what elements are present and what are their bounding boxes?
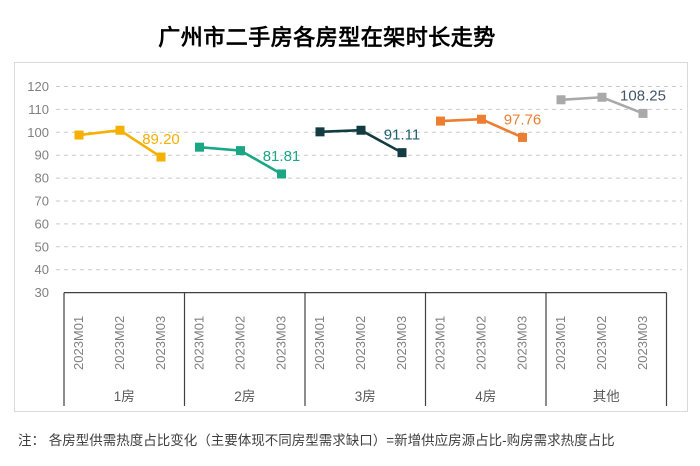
month-label: 2023M01 <box>71 316 86 370</box>
y-tick-label: 70 <box>35 194 49 209</box>
chart-title: 广州市二手房各房型在架时长走势 <box>158 25 496 50</box>
series-marker <box>277 169 286 179</box>
group-label: 4房 <box>475 389 496 404</box>
y-tick-label: 110 <box>28 102 49 117</box>
series-marker <box>74 130 84 140</box>
series-marker <box>477 114 486 124</box>
footnote: 注： 各房型供需热度占比变化（主要体现不同房型需求缺口）=新增供应房源占比-购房… <box>18 433 615 448</box>
y-tick-label: 90 <box>35 148 49 163</box>
line-chart: 120 110 100 90 80 70 60 50 40 30 2023M01 2023M02 202… <box>27 79 682 406</box>
series-marker <box>638 108 648 118</box>
group-label: 3房 <box>355 389 376 404</box>
month-label: 2023M02 <box>233 316 248 370</box>
month-label: 2023M03 <box>274 316 289 370</box>
series-marker <box>518 132 527 142</box>
series-end-label: 91.11 <box>384 127 420 144</box>
series-end-label: 108.25 <box>620 87 666 104</box>
series-marker <box>195 142 204 152</box>
month-label: 2023M03 <box>153 316 168 370</box>
chart-area: 120 110 100 90 80 70 60 50 40 30 2023M01 2023M02 202… <box>14 62 688 412</box>
month-label: 2023M03 <box>635 316 650 370</box>
series-marker <box>315 127 325 137</box>
series-marker <box>356 125 366 135</box>
month-label: 2023M02 <box>353 316 368 370</box>
month-label: 2023M02 <box>112 316 127 370</box>
y-tick-label: 100 <box>27 125 49 140</box>
series-marker <box>115 125 125 135</box>
month-label: 2023M03 <box>394 316 409 370</box>
month-label: 2023M01 <box>553 316 568 370</box>
series-marker <box>556 95 566 105</box>
y-tick-label: 80 <box>35 171 49 186</box>
series-marker <box>156 152 166 162</box>
y-tick-label: 120 <box>27 79 49 94</box>
group-label: 2房 <box>234 389 255 404</box>
month-label: 2023M02 <box>474 316 489 370</box>
y-tick-label: 50 <box>35 239 49 254</box>
month-label: 2023M01 <box>312 316 327 370</box>
month-label: 2023M03 <box>515 316 530 370</box>
group-label: 1房 <box>114 389 135 404</box>
series-marker <box>436 116 445 126</box>
group-label: 其他 <box>593 389 620 404</box>
month-label: 2023M02 <box>594 316 609 370</box>
y-tick-label: 30 <box>35 285 49 300</box>
month-label: 2023M01 <box>192 316 207 370</box>
series-marker <box>597 92 607 102</box>
series-end-label: 89.20 <box>142 131 180 148</box>
y-tick-label: 40 <box>35 262 49 277</box>
y-tick-label: 60 <box>35 216 49 231</box>
month-label: 2023M01 <box>433 316 448 370</box>
series-marker <box>236 146 245 156</box>
series-end-label: 97.76 <box>504 111 542 128</box>
series-marker <box>397 148 407 158</box>
series-end-label: 81.81 <box>263 148 301 165</box>
